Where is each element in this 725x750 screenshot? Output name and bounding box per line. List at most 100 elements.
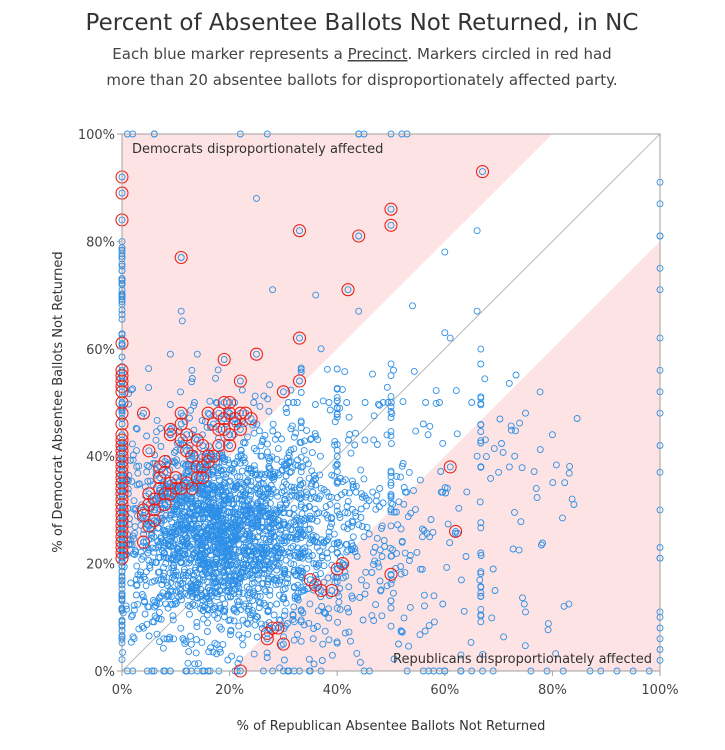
precinct-marker: [186, 603, 194, 611]
precinct-marker: [218, 517, 226, 525]
precinct-marker: [214, 366, 222, 374]
precinct-marker: [361, 590, 369, 598]
precinct-marker: [301, 504, 309, 512]
precinct-link[interactable]: Precinct: [348, 45, 408, 63]
precinct-marker: [182, 559, 190, 567]
precinct-marker: [333, 468, 341, 476]
precinct-marker: [356, 658, 364, 666]
y-tick-label: 60%: [86, 343, 115, 358]
annotation-republicans: Republicans disproportionately affected: [393, 652, 652, 667]
precinct-marker: [479, 168, 486, 176]
precinct-marker: [217, 625, 225, 633]
precinct-marker: [281, 521, 289, 529]
precinct-marker: [240, 565, 248, 573]
precinct-marker: [211, 522, 219, 530]
precinct-marker: [235, 495, 243, 503]
precinct-marker: [296, 484, 303, 492]
precinct-marker: [258, 518, 266, 526]
precinct-marker: [573, 415, 581, 422]
precinct-marker: [188, 378, 196, 386]
precinct-marker: [345, 489, 353, 497]
precinct-marker: [235, 622, 243, 630]
precinct-marker: [216, 563, 224, 570]
precinct-marker: [128, 611, 136, 619]
precinct-marker: [446, 334, 454, 342]
precinct-marker: [376, 577, 384, 585]
precinct-marker: [236, 425, 244, 433]
precinct-marker: [477, 360, 485, 368]
precinct-marker: [273, 600, 281, 608]
precinct-marker: [125, 400, 133, 408]
precinct-marker: [507, 426, 515, 434]
precinct-marker: [176, 446, 184, 454]
precinct-marker: [250, 650, 258, 658]
precinct-marker: [193, 618, 201, 626]
precinct-marker: [209, 537, 217, 545]
precinct-marker: [153, 416, 161, 424]
precinct-marker: [287, 386, 295, 394]
precinct-marker: [177, 388, 184, 396]
highlight-ring: [174, 433, 188, 447]
precinct-marker: [287, 526, 295, 534]
highlight-ring: [196, 471, 210, 485]
precinct-marker: [495, 468, 503, 476]
precinct-marker: [284, 548, 292, 556]
precinct-marker: [333, 604, 341, 612]
highlight-ring: [136, 503, 151, 517]
precinct-marker: [234, 659, 242, 667]
precinct-marker: [157, 576, 165, 583]
precinct-marker: [153, 630, 161, 638]
precinct-marker: [262, 544, 270, 552]
precinct-marker: [199, 515, 207, 522]
precinct-marker: [400, 614, 408, 622]
precinct-marker: [390, 655, 398, 663]
precinct-marker: [219, 454, 227, 462]
precinct-marker: [210, 499, 218, 507]
precinct-marker: [429, 528, 437, 536]
precinct-marker: [297, 463, 305, 471]
precinct-marker: [387, 399, 395, 406]
precinct-marker: [398, 538, 406, 546]
precinct-marker: [265, 485, 273, 493]
precinct-marker: [247, 477, 255, 485]
precinct-marker: [290, 636, 298, 644]
precinct-marker: [325, 614, 333, 622]
precinct-marker: [552, 650, 560, 658]
x-tick-label: 20%: [215, 683, 244, 698]
precinct-marker: [276, 522, 284, 530]
precinct-marker: [306, 539, 314, 547]
precinct-marker: [304, 460, 312, 468]
precinct-marker: [253, 194, 260, 202]
precinct-marker: [133, 463, 141, 471]
y-tick-label: 100%: [78, 128, 115, 143]
precinct-marker: [432, 387, 440, 395]
precinct-marker: [155, 543, 163, 551]
precinct-marker: [305, 552, 313, 560]
precinct-marker: [570, 501, 578, 508]
precinct-marker: [269, 420, 277, 428]
precinct-marker: [549, 479, 557, 487]
precinct-marker: [254, 517, 262, 525]
precinct-marker: [378, 612, 386, 620]
precinct-marker: [185, 648, 193, 656]
precinct-marker: [130, 601, 138, 609]
precinct-marker: [296, 227, 303, 235]
precinct-marker: [176, 554, 184, 562]
precinct-marker: [281, 607, 289, 615]
precinct-marker: [280, 478, 288, 486]
precinct-marker: [477, 618, 485, 626]
precinct-marker: [171, 505, 179, 513]
precinct-marker: [239, 535, 247, 542]
precinct-marker: [177, 254, 185, 261]
chart-subtitle-line-1: Each blue marker represents a Precinct. …: [112, 45, 611, 63]
precinct-marker: [215, 577, 223, 585]
precinct-marker: [276, 504, 284, 512]
precinct-marker: [170, 548, 178, 556]
data-markers: [118, 130, 664, 675]
precinct-marker: [198, 417, 206, 425]
precinct-marker: [432, 399, 440, 407]
precinct-marker: [439, 439, 447, 447]
precinct-marker: [387, 570, 395, 578]
precinct-marker: [266, 493, 274, 501]
precinct-marker: [297, 515, 305, 523]
